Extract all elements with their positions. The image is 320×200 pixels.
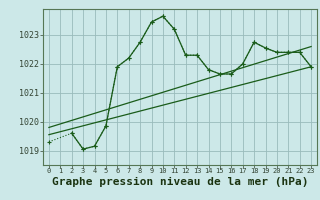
X-axis label: Graphe pression niveau de la mer (hPa): Graphe pression niveau de la mer (hPa) xyxy=(52,177,308,187)
